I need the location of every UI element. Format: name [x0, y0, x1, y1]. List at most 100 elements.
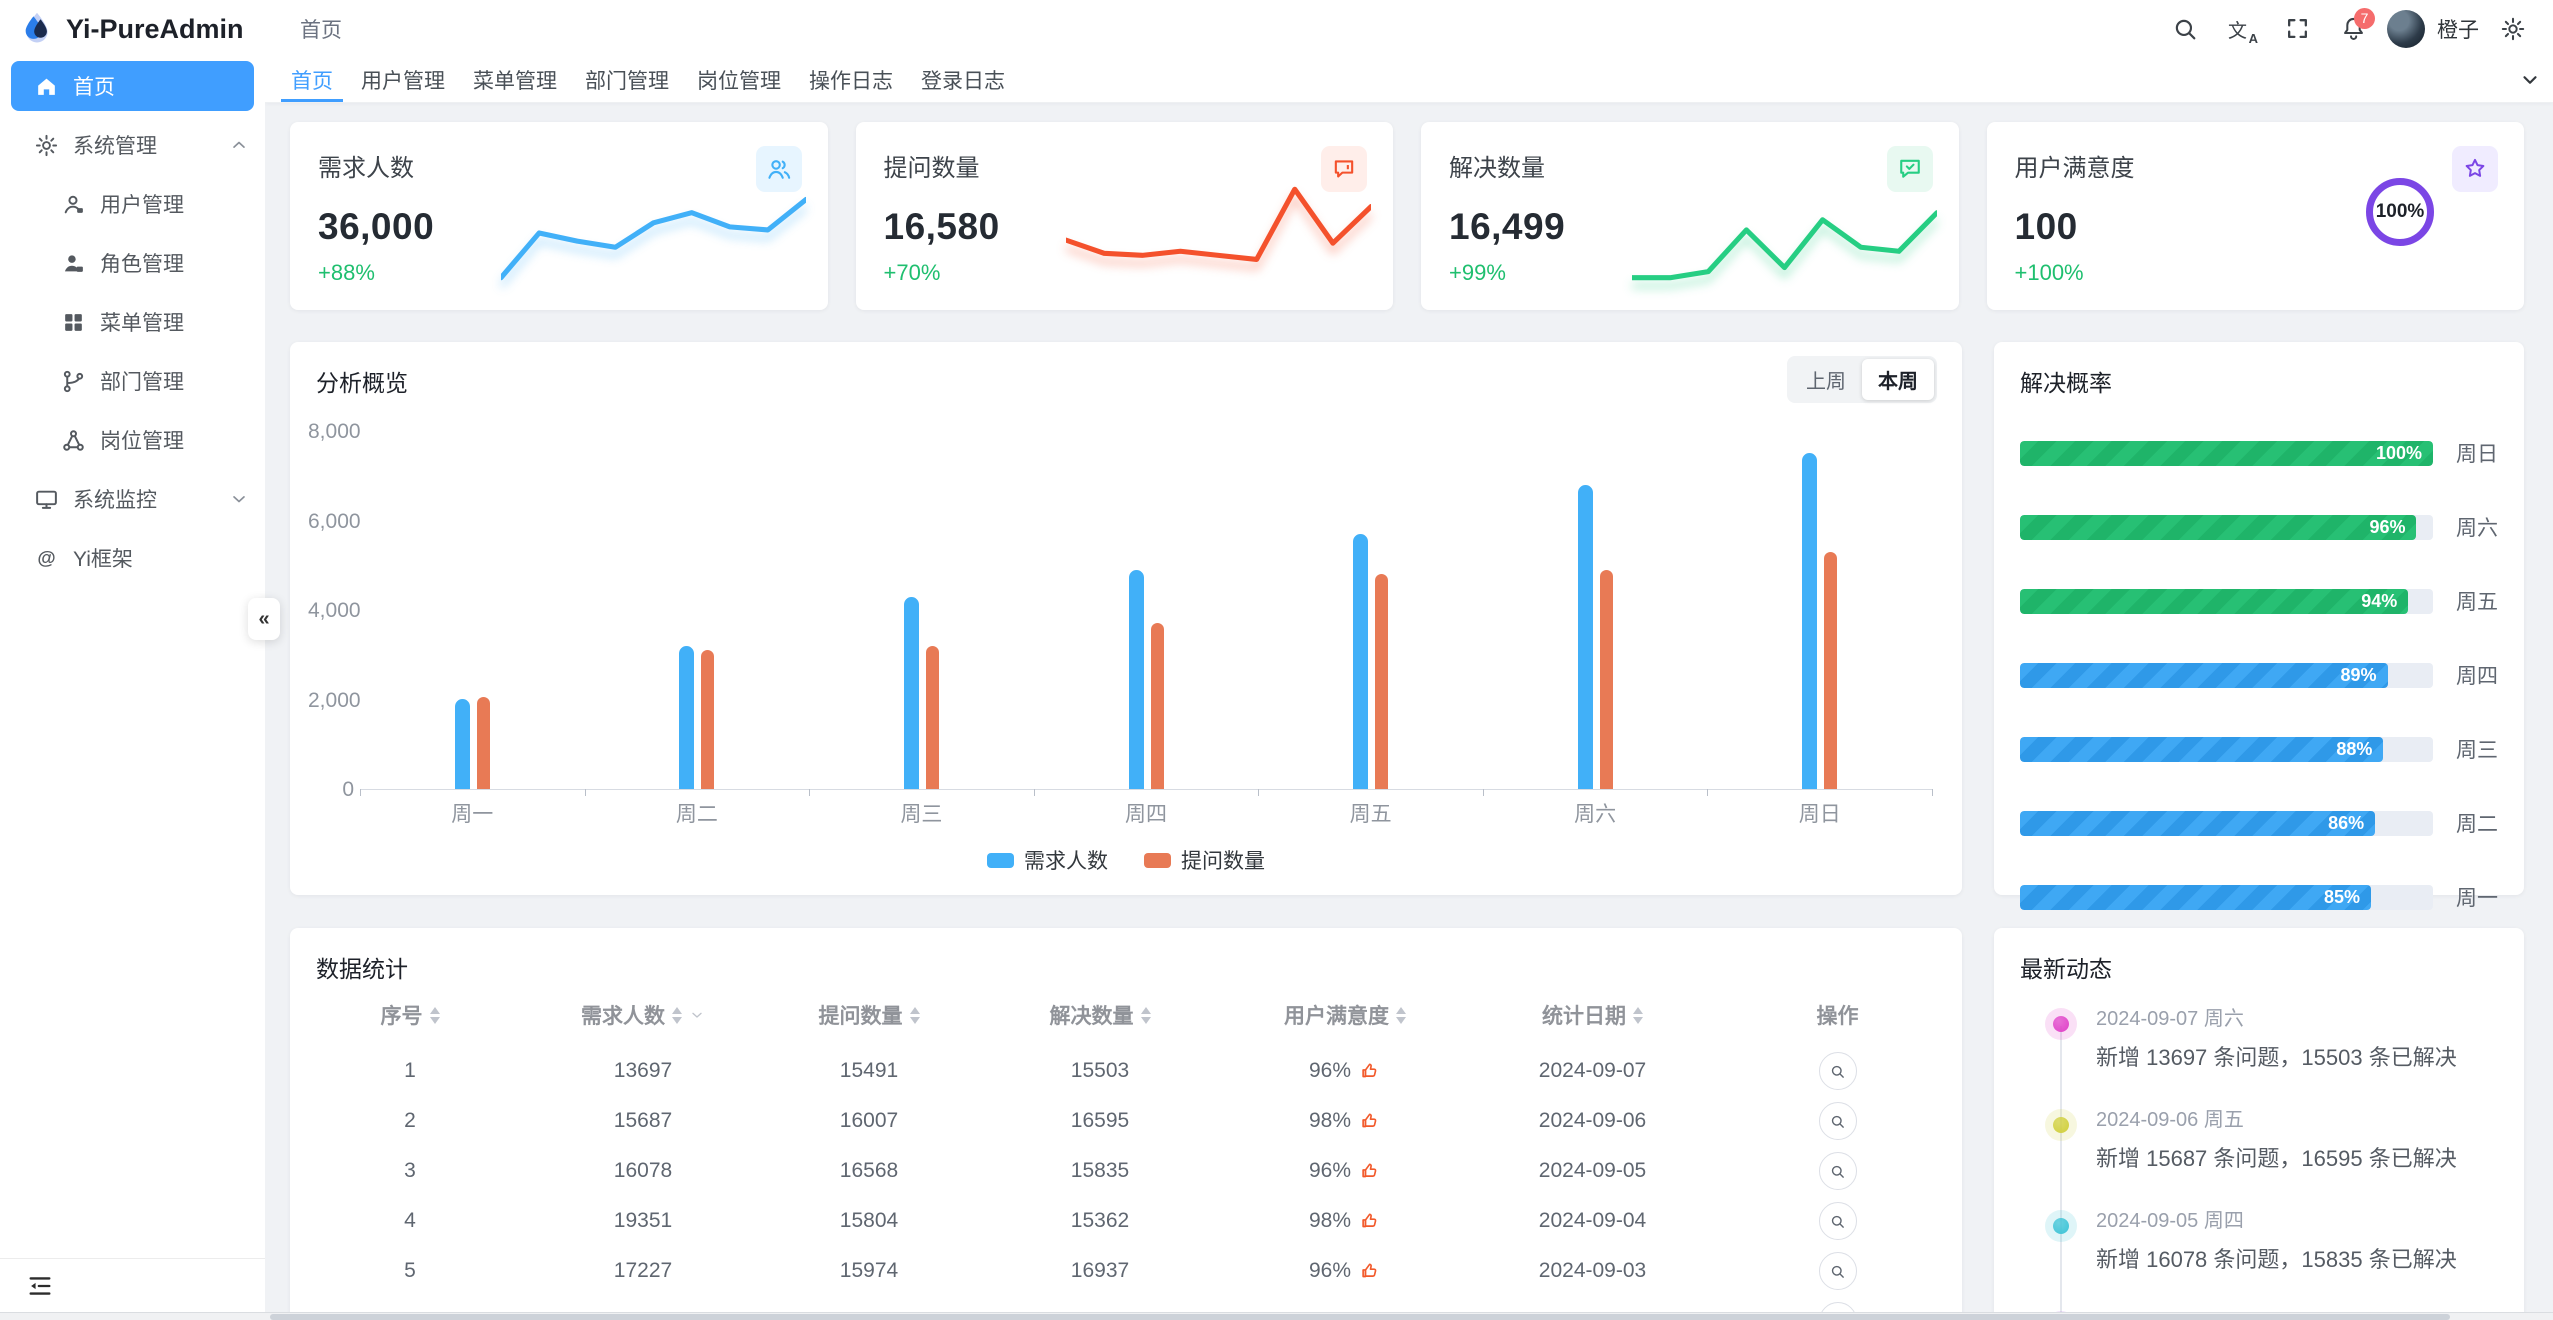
- filter-chevron-down-icon[interactable]: [689, 1007, 705, 1023]
- progress-percent-label: 100%: [2375, 442, 2422, 463]
- x-axis-label-周二: 周二: [675, 803, 718, 826]
- tab-菜单管理[interactable]: 菜单管理: [473, 69, 557, 93]
- legend-item-需求人数[interactable]: 需求人数: [987, 845, 1108, 875]
- username[interactable]: 橙子: [2437, 18, 2479, 42]
- y-axis-label-8,000: 8,000: [308, 420, 361, 443]
- x-axis-tick: [1932, 789, 1933, 796]
- timeline-item: 2024-09-06 周五 新增 15687 条问题，16595 条已解决: [2020, 1103, 2498, 1173]
- cell-demand: 13697: [613, 1059, 673, 1082]
- view-detail-button[interactable]: [1818, 1152, 1857, 1190]
- satisfaction-value: 98%: [1308, 1209, 1352, 1232]
- avatar[interactable]: [2387, 9, 2425, 48]
- view-detail-button[interactable]: [1818, 1102, 1857, 1140]
- gear-icon[interactable]: [2491, 7, 2535, 51]
- sidebar-item-部门管理[interactable]: 部门管理: [0, 356, 265, 406]
- view-detail-button[interactable]: [1818, 1202, 1857, 1240]
- stat-card-title: 用户满意度: [2014, 155, 2135, 182]
- sort-carets-icon[interactable]: [1633, 1006, 1643, 1024]
- progress-fill: 89%: [2020, 662, 2388, 688]
- column-header-解决数量[interactable]: 解决数量: [982, 1000, 1218, 1030]
- bar-chart-plot: [360, 432, 1933, 796]
- column-header-提问数量[interactable]: 提问数量: [756, 1000, 982, 1030]
- sidebar-item-Yi框架[interactable]: @ Yi框架: [0, 533, 265, 583]
- sort-carets-icon[interactable]: [1396, 1006, 1406, 1024]
- bell-icon[interactable]: 7: [2331, 7, 2375, 51]
- gear-icon: [35, 134, 57, 156]
- search-icon[interactable]: [2163, 7, 2207, 51]
- view-detail-button[interactable]: [1818, 1052, 1857, 1090]
- satisfaction-ring: 100%: [2366, 178, 2434, 246]
- tab-首页[interactable]: 首页: [277, 57, 347, 102]
- column-header-操作[interactable]: 操作: [1713, 1000, 1962, 1030]
- chat-icon: [1334, 160, 1354, 178]
- horizontal-scrollbar-thumb[interactable]: [270, 1314, 2450, 1320]
- tab-操作日志[interactable]: 操作日志: [809, 69, 893, 93]
- bar-chart-legend: 需求人数 提问数量: [290, 845, 1962, 875]
- legend-item-提问数量[interactable]: 提问数量: [1144, 845, 1265, 875]
- bar-需求人数-周五: [1353, 534, 1369, 789]
- sidebar-collapse-fab[interactable]: «: [248, 598, 280, 640]
- progress-track: 96%: [2020, 514, 2433, 540]
- cell-satisfaction: 96%: [1218, 1059, 1472, 1083]
- sparkline-提问数量: [1066, 186, 1371, 262]
- bar-group-周四: [1034, 432, 1259, 789]
- menu-fold-icon[interactable]: [26, 1272, 54, 1300]
- column-header-用户满意度[interactable]: 用户满意度: [1218, 1000, 1472, 1030]
- progress-track: 100%: [2020, 440, 2433, 466]
- solve-rate-title: 解决概率: [2020, 370, 2112, 396]
- tab-用户管理[interactable]: 用户管理: [361, 69, 445, 93]
- cell-questions: 15804: [839, 1209, 899, 1232]
- user-icon: [64, 195, 83, 213]
- svg-text:@: @: [37, 547, 55, 568]
- bar-需求人数-周四: [1128, 570, 1144, 789]
- sort-carets-icon[interactable]: [1140, 1006, 1151, 1024]
- sparkline-需求人数: [500, 196, 806, 281]
- bar-提问数量-周二: [701, 650, 715, 789]
- menu-grid-icon: [64, 313, 82, 331]
- tab-部门管理[interactable]: 部门管理: [585, 69, 669, 93]
- column-header-序号[interactable]: 序号: [290, 1000, 530, 1030]
- sort-carets-icon[interactable]: [429, 1006, 440, 1024]
- x-axis-label-周日: 周日: [1798, 803, 1841, 826]
- column-header-label: 操作: [1816, 1005, 1859, 1028]
- breadcrumb[interactable]: 首页: [300, 18, 342, 42]
- column-header-统计日期[interactable]: 统计日期: [1472, 1000, 1713, 1030]
- x-axis-tick: [584, 789, 586, 796]
- sidebar-item-首页[interactable]: 首页: [11, 61, 254, 111]
- cell-index: 4: [404, 1209, 416, 1232]
- progress-percent-label: 88%: [2336, 738, 2373, 759]
- x-axis-tick: [1033, 789, 1035, 796]
- column-header-label: 需求人数: [581, 1005, 665, 1028]
- progress-day-label: 周三: [2456, 739, 2498, 762]
- cell-index: 2: [404, 1109, 416, 1132]
- progress-track: 86%: [2020, 810, 2433, 836]
- fullscreen-icon[interactable]: [2275, 7, 2319, 51]
- progress-track: 88%: [2020, 736, 2433, 762]
- view-detail-button[interactable]: [1818, 1252, 1857, 1290]
- cell-date: 2024-09-03: [1538, 1259, 1647, 1282]
- solve-rate-row-周二: 86% 周二: [2020, 808, 2498, 838]
- timeline-date: 2024-09-07 周六: [2096, 1008, 2244, 1030]
- activity-timeline: 2024-09-07 周六 新增 13697 条问题，15503 条已解决 2024…: [2020, 1002, 2498, 1320]
- tab-岗位管理[interactable]: 岗位管理: [697, 69, 781, 93]
- app-logo[interactable]: Yi-PureAdmin: [0, 0, 265, 57]
- sort-carets-icon[interactable]: [909, 1006, 920, 1024]
- sidebar-item-系统监控[interactable]: 系统监控: [0, 474, 265, 524]
- this-week-button[interactable]: 本周: [1862, 359, 1934, 400]
- sidebar-item-系统管理[interactable]: 系统管理: [0, 120, 265, 170]
- sidebar-item-用户管理[interactable]: 用户管理: [0, 179, 265, 229]
- tab-登录日志[interactable]: 登录日志: [921, 69, 1005, 93]
- sidebar-item-角色管理[interactable]: 角色管理: [0, 238, 265, 288]
- sidebar-item-label: 岗位管理: [100, 430, 184, 453]
- column-header-需求人数[interactable]: 需求人数: [530, 1000, 756, 1030]
- sort-carets-icon[interactable]: [672, 1006, 682, 1024]
- magnifier-icon: [1831, 1165, 1844, 1178]
- sidebar-item-岗位管理[interactable]: 岗位管理: [0, 415, 265, 465]
- tabs-more-chevron-down-icon[interactable]: [2507, 57, 2553, 102]
- x-axis-label-周一: 周一: [451, 803, 494, 826]
- last-week-button[interactable]: 上周: [1806, 371, 1846, 393]
- sidebar-item-菜单管理[interactable]: 菜单管理: [0, 297, 265, 347]
- progress-fill: 88%: [2020, 736, 2384, 762]
